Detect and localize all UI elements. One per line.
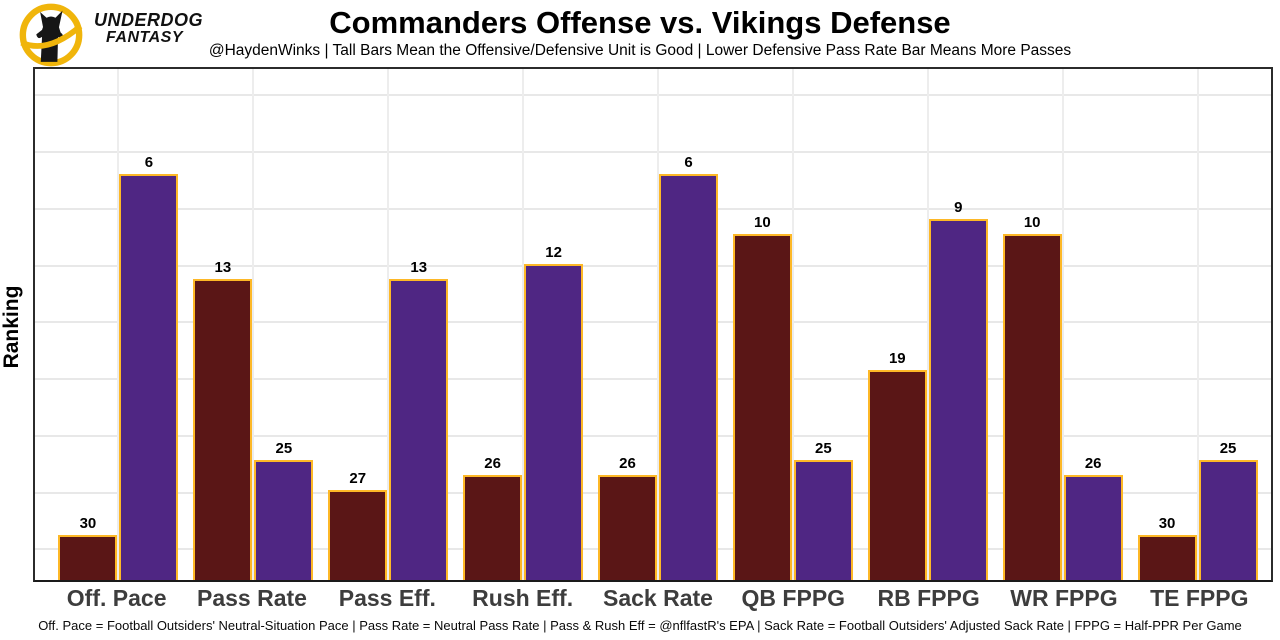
bar-value-label: 9: [954, 199, 963, 217]
bar-value-label: 25: [275, 439, 293, 457]
offense-bar: 30: [58, 515, 118, 580]
chart-title: Commanders Offense vs. Vikings Defense: [329, 5, 951, 40]
bar-value-label: 26: [1084, 454, 1102, 472]
defense-bar: 26: [1063, 455, 1123, 580]
bar-value-label: 26: [619, 454, 636, 472]
grid-vline: [926, 69, 929, 580]
x-axis-label: TE FPPG: [1150, 585, 1249, 611]
chart-subtitle: @HaydenWinks | Tall Bars Mean the Offens…: [208, 42, 1072, 59]
offense-bar: 10: [1002, 214, 1062, 580]
category-group: 27 13: [321, 69, 456, 580]
offense-bar: 27: [328, 470, 388, 580]
bar-value-label: 30: [1158, 514, 1176, 532]
category-group: 30 25: [1130, 69, 1265, 580]
y-axis-label: Ranking: [0, 285, 23, 369]
category-group: 30 6: [51, 69, 186, 580]
grid-hline: [35, 378, 1271, 381]
grid-vline: [657, 69, 659, 580]
grid-hline: [35, 94, 1271, 97]
x-axis-label: Pass Rate: [197, 585, 307, 611]
bar-value-label: 12: [545, 244, 562, 262]
bar-value-label: 10: [754, 214, 771, 232]
defense-bar: 6: [119, 154, 179, 580]
bar-value-label: 27: [349, 469, 367, 487]
x-axis-label: Sack Rate: [602, 585, 713, 611]
defense-bar: 25: [1198, 440, 1258, 580]
underdog-fantasy-logo: [19, 3, 83, 67]
offense-bar: 26: [598, 455, 657, 580]
defense-bar: 25: [793, 440, 853, 580]
defense-bar: 13: [389, 259, 449, 580]
grid-hline: [35, 150, 1271, 153]
category-group: 10 26: [995, 69, 1130, 580]
category-group: 26 12: [456, 69, 591, 580]
grid-hline: [35, 434, 1271, 437]
bar-groups: 30 6 13 25 27 13 26 12 26 6 10 25 19 9 10 26 30 25: [35, 69, 1271, 580]
category-group: 19 9: [860, 69, 995, 580]
grid-vline: [252, 69, 255, 580]
offense-bar: 10: [732, 214, 792, 580]
x-axis-labels: Off. Pace Pass Rate Pass Eff. Rush Eff. Sack…: [33, 585, 1273, 612]
x-axis-label: WR FPPG: [1010, 585, 1118, 611]
grid-vline: [522, 69, 525, 580]
bar-value-label: 13: [410, 259, 428, 277]
category-group: 13 25: [186, 69, 321, 580]
logo-sash: [20, 23, 83, 49]
x-axis-label: Rush Eff.: [472, 585, 574, 611]
grid-vline: [791, 69, 794, 580]
brand-line1: UNDERDOG: [94, 10, 204, 30]
grid-hline: [35, 264, 1271, 267]
brand-wordmark: UNDERDOG FANTASY: [94, 11, 203, 47]
defense-bar: 12: [524, 244, 584, 580]
defense-bar: 25: [254, 440, 314, 580]
grid-vline: [117, 69, 120, 580]
bar-value-label: 25: [1219, 439, 1237, 457]
offense-bar: 19: [867, 350, 927, 580]
grid-vline: [387, 69, 390, 580]
plot-area: 30 6 13 25 27 13 26 12 26 6 10 25 19 9 10 26 30 25: [33, 67, 1273, 582]
x-axis-label: Pass Eff.: [338, 585, 436, 611]
category-group: 10 25: [725, 69, 860, 580]
bar-value-label: 6: [144, 154, 154, 172]
defense-bar: 9: [928, 199, 988, 580]
offense-bar: 30: [1137, 515, 1197, 580]
bar-value-label: 25: [815, 439, 832, 457]
defense-bar: 6: [659, 154, 718, 580]
x-axis-label: RB FPPG: [877, 585, 980, 611]
grid-hline: [35, 321, 1271, 324]
footnote: Off. Pace = Football Outsiders' Neutral-…: [38, 618, 1242, 633]
bar-value-label: 10: [1023, 214, 1041, 232]
offense-bar: 26: [463, 455, 523, 580]
x-axis-label: QB FPPG: [741, 585, 846, 611]
bar-value-label: 30: [79, 514, 97, 532]
x-axis-label: Off. Pace: [66, 585, 167, 611]
bar-value-label: 6: [684, 154, 693, 172]
bar-value-label: 13: [214, 259, 232, 277]
bar-value-label: 19: [888, 349, 906, 367]
bar-value-label: 26: [484, 454, 501, 472]
grid-hline: [35, 207, 1271, 210]
grid-vline: [1061, 69, 1064, 580]
grid-vline: [1196, 69, 1199, 580]
brand-line2: FANTASY: [106, 28, 183, 46]
category-group: 26 6: [591, 69, 726, 580]
offense-bar: 13: [193, 259, 253, 580]
